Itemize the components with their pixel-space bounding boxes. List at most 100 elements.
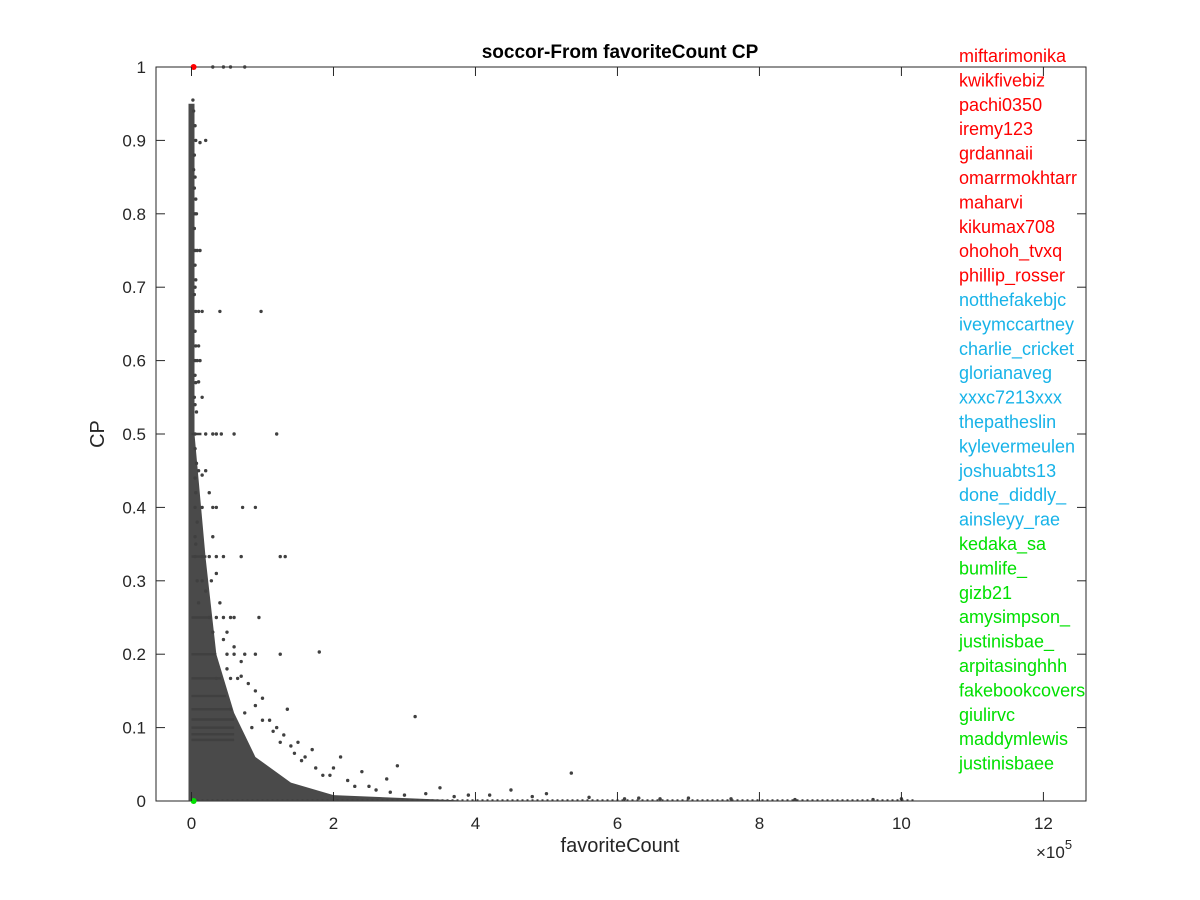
scatter-point [211,432,215,436]
scatter-point [729,797,733,801]
x-tick-label: 0 [187,814,196,833]
dense-point-cloud [188,103,476,801]
scatter-point [194,309,198,314]
legend-entry: grdannaii [959,144,1033,164]
scatter-point [221,615,226,620]
scatter-point [207,615,211,620]
scatter-point [214,432,219,436]
scatter-point [221,554,226,559]
scatter-point [194,344,198,348]
scatter-point [374,788,378,792]
scatter-point [658,797,662,801]
scatter-point [194,542,198,546]
legend-entry: amysimpson_ [959,607,1071,628]
scatter-point [196,469,201,473]
legend-entry: xxxc7213xxx [959,388,1062,408]
scatter-point [214,554,219,559]
scatter-point [239,674,243,678]
scatter-point [194,491,198,495]
scatter-point [198,358,202,363]
scatter-point [214,676,219,681]
scatter-point [200,579,204,583]
scatter-point [193,476,197,480]
y-tick-label: 0.9 [122,131,146,150]
scatter-point [198,248,202,253]
scatter-point [225,667,229,671]
legend-entry: omarrmokhtarr [959,168,1077,188]
scatter-point [285,707,290,711]
scatter-point [200,505,204,510]
scatter-point [195,579,199,583]
scatter-point [267,718,272,722]
scatter-point [235,676,240,681]
scatter-point [232,615,236,620]
scatter-points [191,65,904,802]
x-tick-label: 6 [613,814,622,833]
scatter-point [200,473,204,477]
scatter-point [194,197,198,201]
scatter-point [232,645,236,649]
scatter-point [225,630,229,634]
scatter-point [544,791,549,796]
scatter-point [193,373,197,377]
scatter-point [282,733,286,737]
legend-entry: bumlife_ [959,558,1028,579]
legend-entry: iveymccartney [959,314,1074,334]
scatter-point [271,729,275,733]
scatter-point [191,109,196,113]
x-tick-label: 2 [329,814,338,833]
scatter-point [278,554,282,559]
scatter-point [388,790,392,794]
x-tick-label: 10 [892,814,911,833]
scatter-point [198,140,202,145]
scatter-point [239,659,243,664]
scatter-point [225,652,229,656]
scatter-point [194,278,198,282]
legend-entry: done_diddly_ [959,485,1067,506]
scatter-point [530,794,534,799]
scatter-point [299,758,304,763]
scatter-point [192,186,197,190]
scatter-point [686,796,691,800]
scatter-point [232,432,236,436]
scatter-point [214,571,219,576]
scatter-point [240,505,245,510]
scatter-point [193,554,197,559]
scatter-point [274,432,279,436]
highlight-point-top [190,64,197,70]
scatter-point [221,65,226,69]
legend-entry: giulirvc [959,705,1015,725]
scatter-point [232,652,236,656]
scatter-point [367,784,371,789]
y-tick-label: 0 [137,792,146,811]
legend-entry: arpitasinghhh [959,656,1067,676]
scatter-point [260,696,265,700]
scatter-point [193,535,197,539]
y-tick-label: 0.2 [122,645,146,664]
x-tick-label: 12 [1034,814,1053,833]
scatter-point [228,615,233,620]
scatter-point [203,589,208,593]
scatter-point [228,676,233,681]
highlight-points [190,64,197,804]
scatter-point [194,380,198,385]
highlight-point-bottom [190,798,197,804]
legend-entry: charlie_cricket [959,339,1074,360]
legend-entry: justinisbaee [958,754,1054,774]
scatter-point [274,725,279,730]
scatter-point [196,601,201,605]
scatter-point [243,652,247,656]
scatter-point [385,777,389,781]
y-tick-label: 0.6 [122,352,146,371]
scatter-point [203,432,208,436]
scatter-point [243,711,247,715]
legend-entry: phillip_rosser [959,266,1065,287]
legend-entry: kikumax708 [959,217,1055,237]
legend-entry: ainsleyy_rae [959,510,1060,531]
scatter-point [196,380,201,384]
scatter-point [200,309,204,314]
scatter-point [321,773,325,778]
scatter-point [253,652,258,656]
scatter-point [209,579,214,583]
scatter-point [219,432,224,436]
